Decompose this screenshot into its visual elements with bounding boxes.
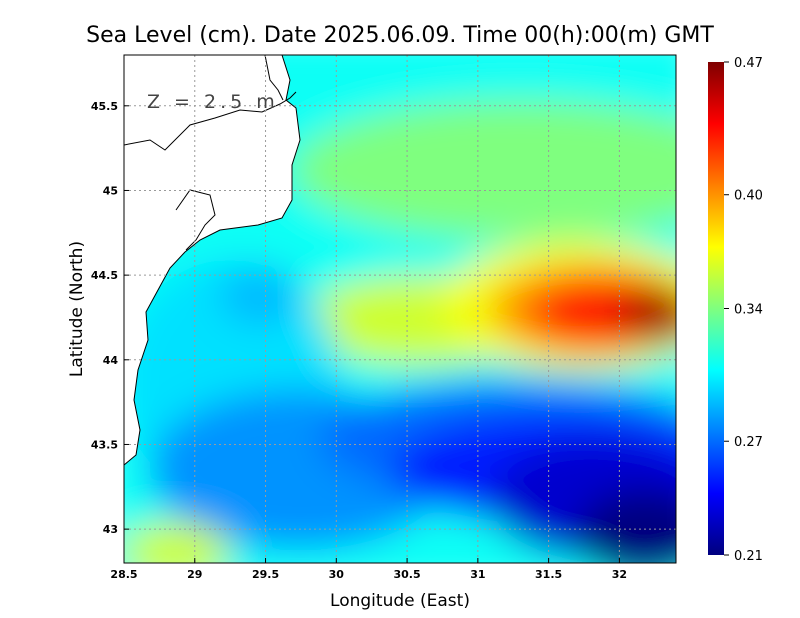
colorbar: 0.47 0.40 0.34 0.27 0.21 <box>708 56 763 564</box>
colorbar-gradient <box>708 62 724 555</box>
depth-label: Z = 2.5 m <box>147 91 279 113</box>
y-tick-label: 45 <box>103 184 118 197</box>
colorbar-tick-label: 0.40 <box>734 189 763 204</box>
colorbar-tick-label: 0.27 <box>734 435 763 450</box>
x-axis: 28.5 29 29.5 30 30.5 31 31.5 32 <box>110 558 627 581</box>
colorbar-tick-label: 0.47 <box>734 56 763 71</box>
y-axis-title: Latitude (North) <box>67 241 87 377</box>
sea-level-field <box>124 55 676 563</box>
x-tick-label: 29.5 <box>252 568 279 581</box>
x-tick-label: 30 <box>329 568 345 581</box>
y-tick-label: 45.5 <box>91 100 118 113</box>
x-axis-title: Longitude (East) <box>330 591 470 611</box>
x-tick-label: 30.5 <box>394 568 421 581</box>
colorbar-tick-label: 0.21 <box>734 549 763 564</box>
x-tick-label: 31.5 <box>535 568 562 581</box>
plot-frame <box>123 54 677 564</box>
grid-lines <box>124 55 676 563</box>
y-axis: 43 43.5 44 44.5 45 45.5 <box>91 100 129 536</box>
y-tick-label: 44 <box>103 354 119 367</box>
colorbar-tick-label: 0.34 <box>734 303 763 318</box>
chart-title: Sea Level (cm). Date 2025.06.09. Time 00… <box>86 23 714 48</box>
x-tick-label: 29 <box>187 568 202 581</box>
x-tick-label: 31 <box>470 568 485 581</box>
x-tick-label: 28.5 <box>110 568 137 581</box>
y-tick-label: 43 <box>103 523 118 536</box>
land-area <box>124 55 301 466</box>
y-tick-label: 43.5 <box>91 438 118 451</box>
y-tick-label: 44.5 <box>91 269 118 282</box>
x-tick-label: 32 <box>612 568 627 581</box>
